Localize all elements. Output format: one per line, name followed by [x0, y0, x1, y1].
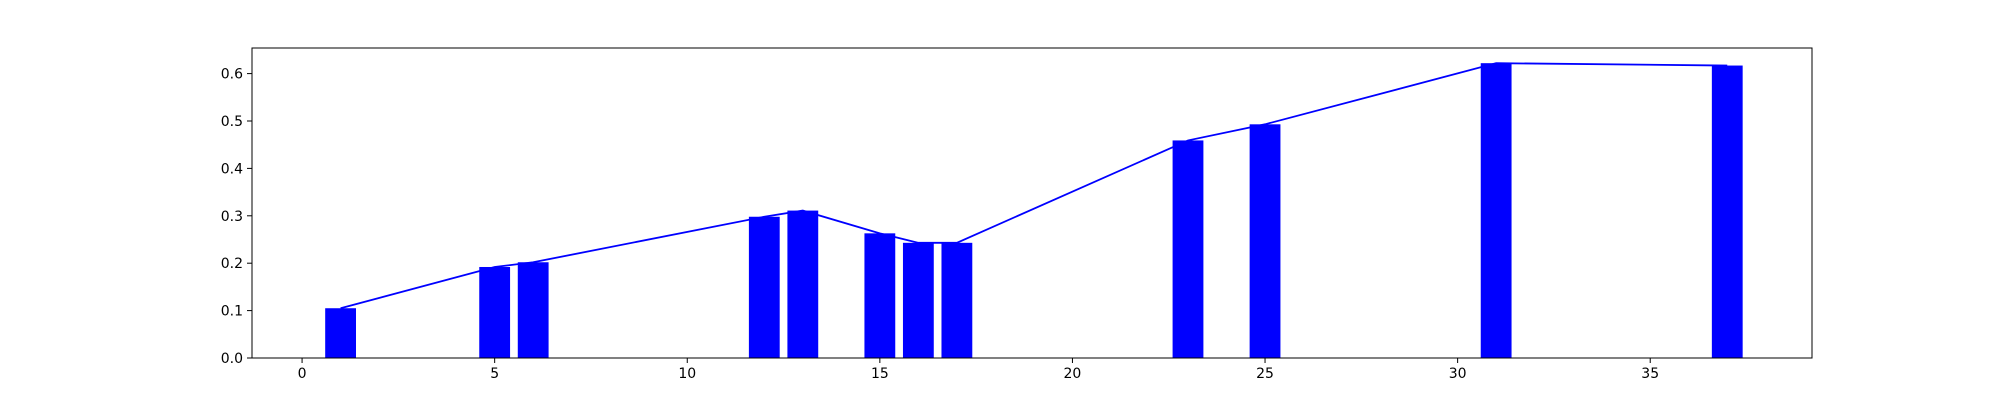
y-tick-label-4: 0.4: [221, 161, 243, 177]
bar-2: [517, 262, 549, 358]
y-tick-label-1: 0.1: [221, 304, 243, 320]
x-tick-label-4: 20: [1064, 366, 1082, 382]
bar-7: [941, 242, 973, 358]
series-line: [340, 62, 1728, 310]
axes-layer: 0 5 10 15 20 25 30 35 0.0 0.1 0.2 0.3 0.4 0.5 0.6: [221, 47, 1813, 382]
y-tick-label-5: 0.5: [221, 114, 243, 130]
bar-9: [1249, 124, 1281, 358]
x-tick-label-2: 10: [678, 366, 696, 382]
bar-4: [787, 210, 819, 358]
axes-frame: [251, 47, 1813, 359]
bar-10: [1480, 63, 1512, 359]
x-tick-label-6: 30: [1449, 366, 1467, 382]
line-layer: [340, 62, 1728, 310]
bar-1: [479, 266, 511, 358]
y-tick-label-2: 0.2: [221, 256, 243, 272]
y-tick-label-6: 0.6: [221, 67, 243, 83]
y-tick-label-0: 0.0: [221, 351, 243, 367]
bar-11: [1711, 65, 1743, 358]
x-tick-label-0: 0: [298, 366, 307, 382]
bar-3: [748, 216, 780, 358]
x-tick-label-5: 25: [1256, 366, 1274, 382]
x-tick-label-3: 15: [871, 366, 889, 382]
bars-layer: [325, 63, 1743, 359]
bar-6: [902, 242, 934, 358]
y-tick-label-3: 0.3: [221, 209, 243, 225]
bar-0: [325, 308, 356, 358]
bar-5: [864, 233, 896, 358]
bar-8: [1172, 140, 1204, 358]
x-tick-label-7: 35: [1641, 366, 1659, 382]
x-tick-label-1: 5: [490, 366, 499, 382]
